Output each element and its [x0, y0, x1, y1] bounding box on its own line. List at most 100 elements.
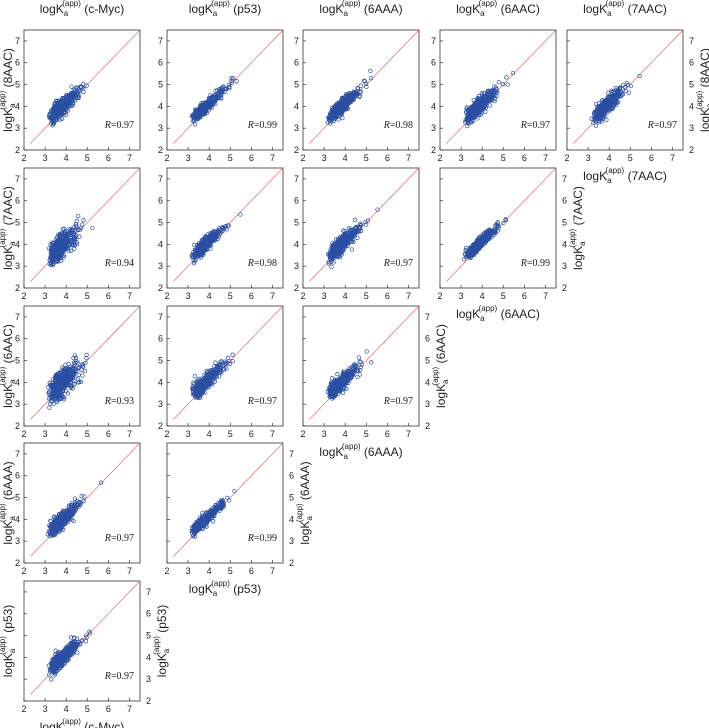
x-tick-label: 4	[64, 429, 69, 439]
x-tick-label: 4	[64, 153, 69, 163]
data-point	[54, 103, 60, 109]
y-tick-label: 2	[294, 283, 299, 293]
data-point	[333, 113, 339, 119]
data-point	[221, 84, 226, 89]
y-tick-label: 4	[562, 239, 567, 249]
x-tick-label: 3	[459, 153, 464, 163]
y-tick-label: 7	[15, 174, 20, 184]
x-tick-label: 4	[207, 429, 212, 439]
data-point	[217, 87, 222, 92]
x-tick-label: 3	[43, 429, 48, 439]
data-point	[350, 95, 355, 101]
data-point	[47, 113, 52, 118]
y-tick-label: 5	[294, 218, 299, 228]
left-y-axis-title: logKa(app) (8AAC)	[0, 48, 17, 132]
x-tick-label: 3	[322, 291, 327, 301]
y-tick-label: 5	[158, 356, 163, 366]
data-point	[340, 115, 345, 121]
data-point	[215, 93, 220, 98]
data-point	[48, 121, 54, 126]
data-point	[238, 212, 243, 217]
data-point	[193, 111, 198, 116]
plot-frame	[302, 29, 420, 151]
y-tick-label: 2	[431, 145, 436, 155]
data-point	[496, 79, 502, 85]
data-point	[352, 217, 358, 222]
x-tick-label: 2	[300, 153, 305, 163]
x-tick-label: 3	[586, 153, 591, 163]
data-point	[227, 84, 232, 89]
x-tick-label: 5	[85, 291, 90, 301]
x-tick-label: 2	[564, 153, 569, 163]
data-point	[57, 111, 63, 116]
x-tick-label: 6	[249, 291, 254, 301]
x-tick-label: 2	[164, 291, 169, 301]
data-point	[71, 91, 76, 97]
y-tick-label: 3	[425, 399, 430, 409]
data-point	[76, 372, 81, 377]
data-point	[60, 98, 65, 104]
data-point	[504, 75, 509, 80]
x-tick-label: 6	[522, 291, 527, 301]
y-tick-label: 7	[158, 312, 163, 322]
y-tick-label: 7	[158, 36, 163, 46]
y-tick-label: 7	[425, 312, 430, 322]
r-value-label: R=0.94	[104, 258, 134, 269]
data-point	[191, 117, 196, 122]
x-tick-label: 7	[543, 291, 548, 301]
y-tick-label: 3	[431, 123, 436, 133]
y-tick-label: 3	[15, 261, 20, 271]
y-tick-label: 3	[15, 123, 20, 133]
plot-frame	[439, 29, 557, 151]
y-tick-label: 7	[15, 36, 20, 46]
y-tick-label: 6	[294, 58, 299, 68]
x-tick-label: 4	[207, 291, 212, 301]
x-tick-label: 6	[249, 429, 254, 439]
y-tick-label: 5	[158, 218, 163, 228]
data-point	[59, 116, 65, 121]
y-tick-label: 3	[562, 261, 567, 271]
data-point	[75, 91, 80, 96]
data-point	[354, 91, 359, 97]
data-point	[200, 112, 205, 117]
y-tick-label: 6	[294, 196, 299, 206]
x-tick-label: 6	[106, 153, 111, 163]
y-tick-label: 6	[689, 58, 694, 68]
data-point	[202, 104, 208, 109]
top-x-axis-title: logKa(app) (c-Myc)	[40, 0, 125, 18]
left-y-axis-title: logKa(app) (6AAC)	[0, 324, 17, 408]
y-tick-label: 7	[562, 174, 567, 184]
x-tick-label: 7	[127, 153, 132, 163]
x-tick-label: 5	[501, 291, 506, 301]
data-point	[69, 84, 74, 89]
data-point	[362, 79, 367, 84]
x-tick-label: 6	[522, 153, 527, 163]
data-point	[343, 107, 349, 112]
x-tick-label: 7	[406, 153, 411, 163]
y-tick-label: 2	[562, 283, 567, 293]
data-point	[64, 94, 69, 100]
data-point	[358, 83, 363, 88]
r-value-label: R=0.98	[247, 258, 277, 269]
data-point	[229, 76, 234, 81]
y-tick-label: 2	[158, 145, 163, 155]
y-tick-label: 3	[158, 261, 163, 271]
data-point	[604, 117, 609, 123]
data-point	[52, 116, 57, 122]
top-x-axis-title: logKa(app) (6AAA)	[319, 0, 402, 18]
y-tick-label: 3	[158, 399, 163, 409]
data-point	[75, 85, 81, 91]
data-point	[326, 116, 332, 122]
x-tick-label: 3	[459, 291, 464, 301]
data-point	[219, 89, 225, 94]
x-tick-label: 3	[43, 153, 48, 163]
x-tick-label: 2	[300, 291, 305, 301]
x-tick-label: 5	[228, 153, 233, 163]
data-point	[59, 105, 64, 110]
x-tick-label: 4	[607, 153, 612, 163]
data-point	[368, 68, 373, 74]
data-point	[338, 102, 343, 107]
